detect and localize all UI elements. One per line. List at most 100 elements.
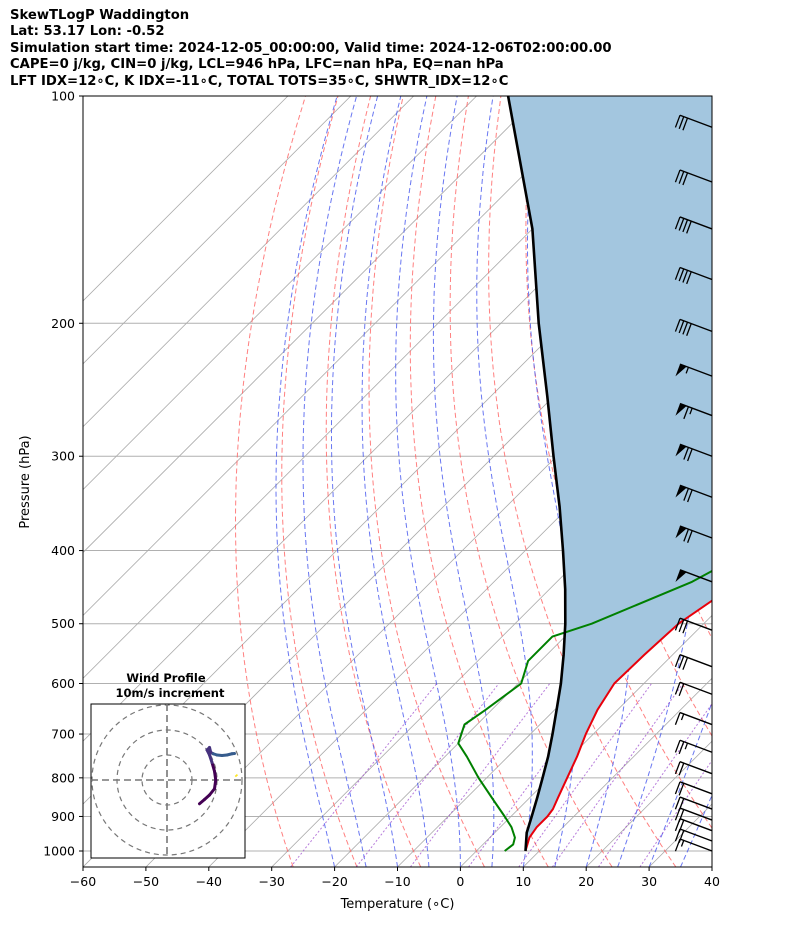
temperature-line — [524, 599, 712, 852]
wind-barb-full — [678, 655, 685, 669]
wind-barb — [674, 114, 713, 131]
hodograph-trace — [210, 761, 216, 773]
wind-barb — [675, 484, 713, 503]
x-tick-label: −20 — [321, 874, 347, 889]
moist-adiabat-line — [331, 96, 398, 867]
wind-barb — [674, 711, 713, 726]
chart-header: SkewTLogP Waddington Lat: 53.17 Lon: -0.… — [10, 8, 612, 90]
wind-barb — [675, 525, 713, 543]
wind-barb-full — [686, 530, 693, 543]
moist-adiabat-line — [361, 96, 430, 867]
x-tick-label: 10 — [515, 874, 531, 889]
hodograph-frame — [90, 703, 246, 859]
parcel-path-line — [506, 96, 567, 852]
wind-barb-full — [686, 271, 692, 285]
wind-barb-staff — [679, 216, 713, 230]
isotherm-line — [334, 489, 712, 867]
wind-barb-full — [674, 115, 681, 128]
wind-barbs — [674, 114, 713, 852]
wind-barb-flag — [675, 485, 687, 498]
isotherm-line — [145, 300, 712, 867]
x-tick-label: −30 — [259, 874, 285, 889]
wind-barb-staff — [679, 318, 713, 333]
wind-barb-full — [678, 320, 685, 334]
dry-adiabat-line — [449, 96, 613, 867]
wind-barb-half — [680, 840, 685, 847]
dry-adiabat-line — [525, 96, 712, 829]
wind-barb-full — [682, 172, 689, 186]
y-tick-label: 500 — [51, 616, 75, 631]
wind-barb-staff — [679, 525, 713, 539]
wind-barb-full — [682, 117, 689, 131]
wind-barb-full — [678, 741, 685, 755]
wind-barb-staff — [679, 654, 713, 668]
axes: −60 −50 −40 −30 −20 −10 0 10 20 30 40 100 200 300 400 5… — [43, 89, 720, 890]
y-tick-label: 300 — [51, 449, 75, 464]
mixing-ratio-line — [290, 683, 438, 867]
wind-barb-staff — [679, 781, 713, 795]
wind-barb-full — [678, 619, 685, 633]
wind-barb-staff — [679, 818, 713, 832]
wind-barb-full — [674, 617, 681, 631]
moist-adiabat-line — [275, 96, 338, 867]
wind-barb — [674, 781, 713, 796]
wind-barb-full — [678, 171, 685, 184]
y-tick-label: 700 — [51, 727, 75, 742]
wind-barb-full — [683, 488, 690, 501]
isotherm-line — [83, 96, 352, 365]
moist-adiabat-line — [395, 96, 461, 867]
dry-adiabat-line — [325, 96, 422, 867]
wind-barb-staff — [679, 169, 713, 183]
wind-barb-full — [678, 762, 685, 776]
wind-barb-full — [686, 323, 692, 336]
wind-barb-staff — [679, 363, 713, 377]
wind-barb-staff — [679, 114, 713, 128]
wind-barb-flag — [675, 569, 687, 582]
wind-barb-full — [682, 321, 689, 335]
wind-barb-staff — [679, 681, 713, 695]
wind-barb-full — [674, 818, 681, 832]
wind-barb-full — [683, 528, 690, 542]
wind-barb-full — [674, 169, 681, 183]
wind-barb — [674, 266, 713, 285]
chart-title: SkewTLogP Waddington — [10, 8, 190, 23]
mixing-ratio-line — [597, 702, 712, 867]
wind-barb-full — [674, 807, 681, 821]
y-tick-label: 400 — [51, 543, 75, 558]
isotherm-line — [83, 96, 540, 554]
wind-barb-full — [682, 270, 689, 283]
wind-barb-staff — [679, 828, 713, 842]
wind-barb-full — [686, 489, 693, 503]
wind-barb-full — [674, 216, 681, 230]
wind-barb-full — [682, 620, 689, 634]
wind-barb-staff — [679, 807, 713, 821]
wind-barb-staff — [679, 617, 713, 631]
wind-barb-flag — [675, 444, 687, 457]
wind-barb — [674, 739, 713, 755]
wind-barb-full — [674, 796, 681, 810]
dewpoint-line — [457, 569, 712, 852]
wind-barb-full — [678, 268, 685, 282]
x-tick-label: −10 — [384, 874, 410, 889]
y-tick-label: 900 — [51, 809, 75, 824]
x-tick-label: 0 — [456, 874, 464, 889]
wind-barb-full — [678, 683, 685, 697]
wind-barb-full — [674, 712, 681, 725]
wind-barb-full — [678, 218, 685, 231]
isotherm-line — [460, 614, 712, 867]
wind-barb-full — [674, 828, 681, 842]
wind-barb — [674, 681, 713, 697]
wind-barb-full — [674, 319, 681, 332]
wind-barb — [675, 402, 713, 420]
sounding-lines — [457, 96, 712, 852]
wind-barb-staff — [679, 402, 713, 417]
wind-barb — [674, 617, 713, 634]
wind-barb — [674, 318, 713, 336]
isotherm-line — [83, 96, 477, 491]
moist-adiabat-line — [711, 865, 712, 867]
mixing-ratio-line — [518, 683, 653, 867]
moist-adiabat-line — [617, 96, 700, 867]
time-line: Simulation start time: 2024-12-05_00:00:… — [10, 40, 612, 56]
wind-barb-flag — [675, 364, 687, 377]
